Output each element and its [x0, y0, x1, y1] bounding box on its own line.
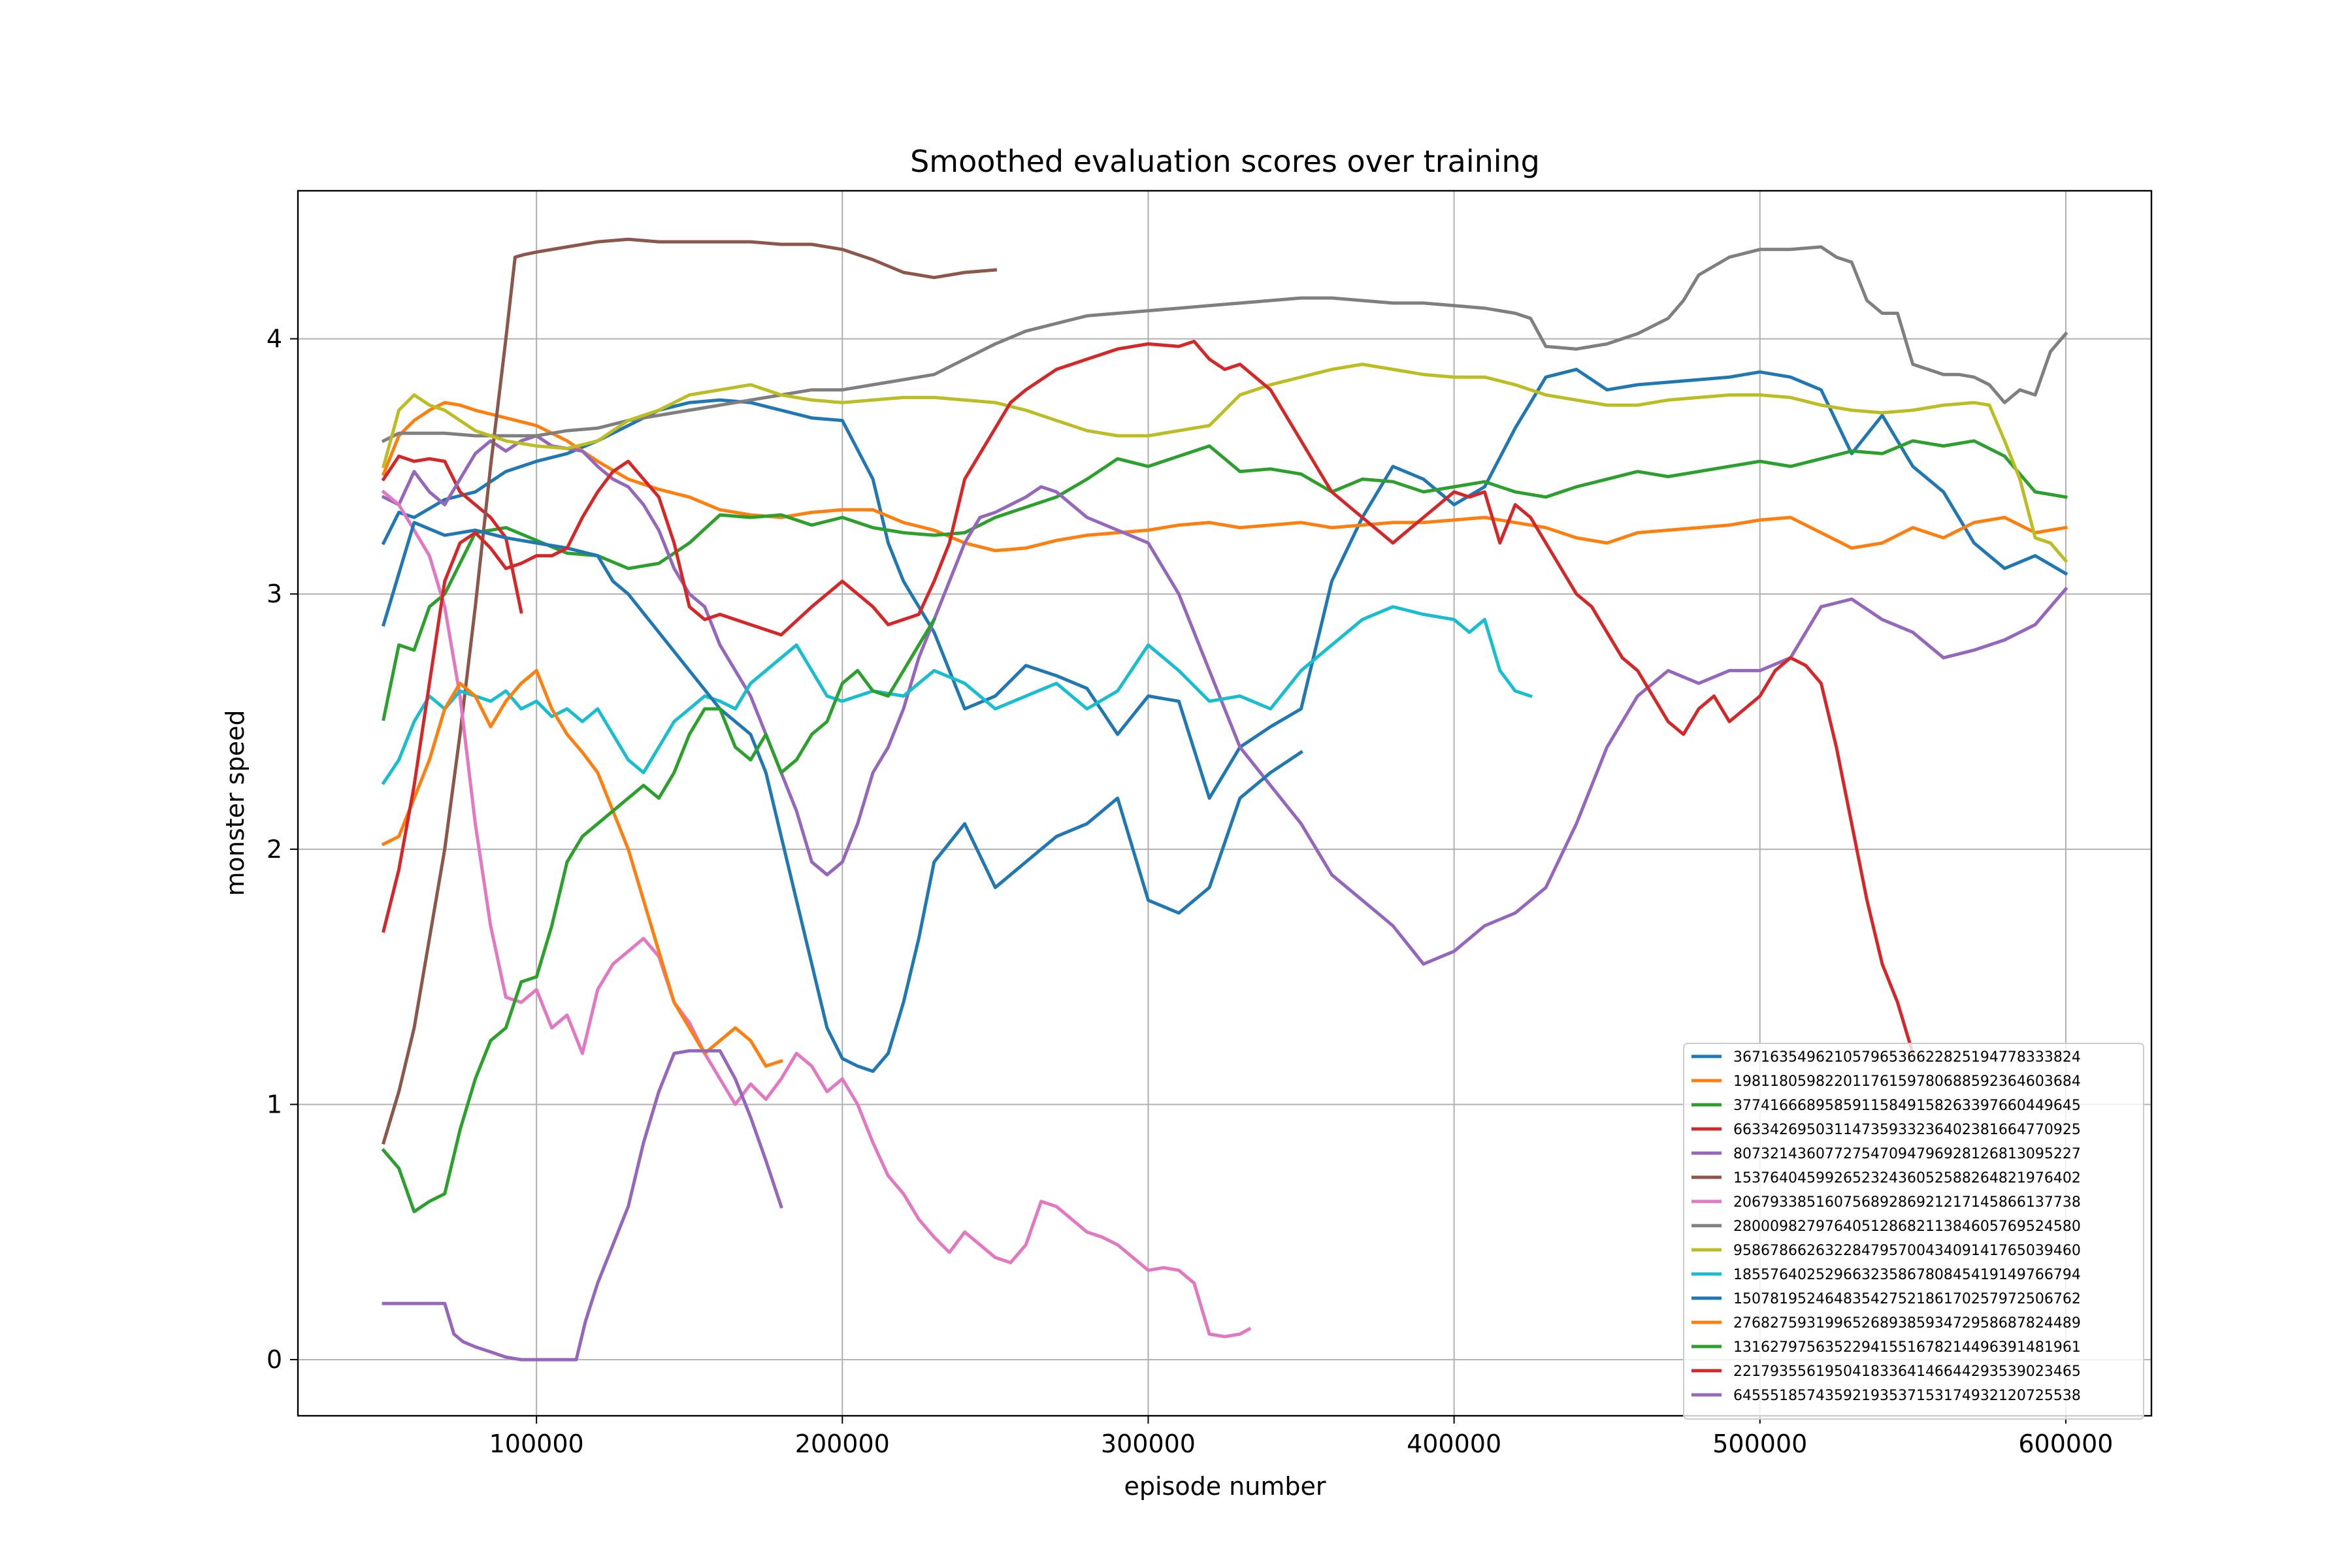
x-tick-label: 600000: [2018, 1429, 2113, 1458]
legend-entry-label: 95867866263228479570043409141765039460: [1733, 1243, 2081, 1259]
legend-entry-label: 37741666895859115849158263397660449645: [1733, 1098, 2081, 1114]
series-line-7: [381, 489, 1252, 1339]
x-tick-label: 500000: [1712, 1429, 1807, 1458]
x-tick-label: 400000: [1407, 1429, 1501, 1458]
legend-entry-label: 66334269503114735933236402381664770925: [1733, 1122, 2081, 1138]
series-line-15: [382, 1049, 783, 1362]
series-line-3: [382, 439, 2068, 721]
series-line-6: [381, 237, 998, 1145]
legend-entry-label: 19811805982201176159780688592364603684: [1733, 1073, 2081, 1090]
series-line-9: [382, 363, 2068, 563]
y-tick-label: 4: [267, 325, 282, 353]
legend: 36716354962105796536622825194778333824 19…: [1683, 1043, 2144, 1420]
series-line-5: [381, 434, 2068, 966]
y-axis-ticks: 0 1 2 3 4: [267, 325, 298, 1374]
legend-entry-label: 15376404599265232436052588264821976402: [1733, 1170, 2081, 1186]
y-tick-label: 2: [267, 835, 282, 864]
legend-entry-label: 80732143607727547094796928126813095227: [1733, 1146, 2081, 1162]
legend-entry-label: 36716354962105796536622825194778333824: [1733, 1049, 2081, 1066]
y-tick-label: 1: [267, 1090, 282, 1119]
legend-entry-label: 20679338516075689286921217145866137738: [1733, 1194, 2081, 1211]
series-line-13: [381, 617, 937, 1213]
legend-entry-label: 13162797563522941551678214496391481961: [1733, 1339, 2081, 1356]
y-tick-label: 3: [267, 580, 282, 608]
legend-entry-label: 64555185743592193537153174932120725538: [1733, 1388, 2081, 1404]
x-axis-ticks: 100000 200000 300000 400000 500000 600000: [489, 1416, 2113, 1458]
x-tick-label: 300000: [1101, 1429, 1196, 1458]
chart-title: Smoothed evaluation scores over training: [910, 144, 1540, 179]
legend-entry-label: 22179355619504183364146644293539023465: [1733, 1364, 2081, 1380]
legend-entry-label: 15078195246483542752186170257972506762: [1733, 1291, 2081, 1307]
series-lines: [381, 237, 2068, 1362]
legend-box: [1683, 1043, 2144, 1420]
series-line-14: [382, 340, 1915, 1056]
series-line-4: [381, 454, 523, 614]
series-line-12: [381, 668, 783, 1068]
x-axis-label: episode number: [1124, 1472, 1326, 1501]
legend-entry-label: 27682759319965268938593472958687824489: [1733, 1315, 2081, 1331]
legend-entry-label: 28000982797640512868211384605769524580: [1733, 1218, 2081, 1235]
series-line-8: [381, 245, 2068, 444]
series-line-11: [381, 521, 1303, 1073]
gridlines: [298, 191, 2151, 1416]
legend-entry-label: 18557640252966323586780845419149766794: [1733, 1267, 2081, 1283]
y-tick-label: 0: [267, 1345, 282, 1374]
x-tick-label: 200000: [795, 1429, 890, 1458]
y-axis-label: monster speed: [221, 710, 250, 896]
x-tick-label: 100000: [489, 1429, 584, 1458]
series-line-10: [381, 605, 1533, 785]
plot-frame: [297, 189, 2153, 1417]
